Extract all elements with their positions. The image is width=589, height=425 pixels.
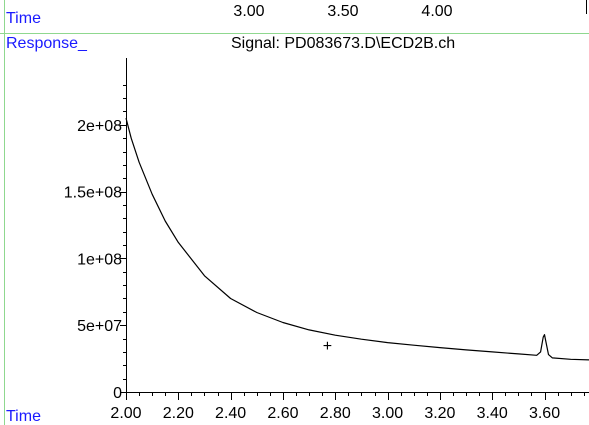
- top-tick-label-2: 3.50: [327, 3, 358, 20]
- y-tick-label: 2e+08: [77, 118, 122, 135]
- x-tick-label: 2.40: [215, 405, 246, 422]
- x-tick-label: 3.40: [477, 405, 508, 422]
- top-tick-label-1: 3.00: [233, 3, 264, 20]
- y-tick-label: 1e+08: [77, 251, 122, 268]
- y-tick-label: 1.5e+08: [64, 185, 122, 202]
- y-tick-label: 0: [113, 385, 122, 402]
- top-tick-label-3: 4.00: [421, 3, 452, 20]
- x-tick-label: 2.60: [267, 405, 298, 422]
- top-time-label: Time: [6, 10, 41, 27]
- signal-title: Signal: PD083673.D\ECD2B.ch: [231, 35, 455, 52]
- x-tick-label: 3.60: [529, 405, 560, 422]
- crosshair-marker: +: [323, 338, 332, 355]
- x-axis-label: Time: [6, 408, 41, 425]
- x-tick-label: 2.80: [320, 405, 351, 422]
- y-axis-label: Response_: [6, 35, 88, 52]
- x-tick-label: 3.20: [424, 405, 455, 422]
- y-tick-label: 5e+07: [77, 318, 122, 335]
- x-tick-label: 2.20: [163, 405, 194, 422]
- x-tick-label: 2.00: [110, 405, 141, 422]
- x-tick-label: 3.00: [372, 405, 403, 422]
- signal-trace: [125, 117, 589, 361]
